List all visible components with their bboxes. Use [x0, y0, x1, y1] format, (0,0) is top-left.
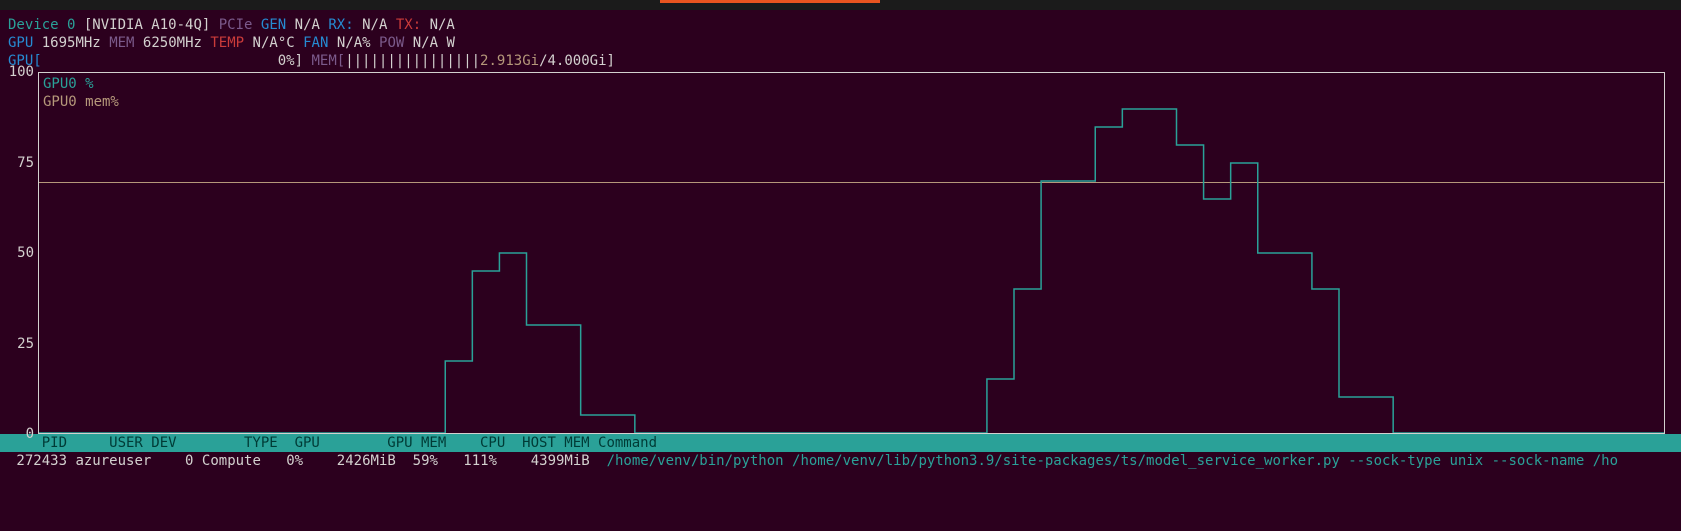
- ytick: 0: [26, 426, 34, 442]
- gpu-clk: 1695MHz: [42, 35, 101, 51]
- mem-bar-label: MEM[: [311, 53, 345, 69]
- gpu-bar-pct: 0%]: [278, 53, 303, 69]
- device-name: [NVIDIA A10-4Q]: [84, 17, 210, 33]
- mem-bar-fill: ||||||||||||||||: [345, 53, 480, 69]
- terminal-body: Device 0 [NVIDIA A10-4Q] PCIe GEN N/A RX…: [0, 10, 1681, 434]
- ytick: 25: [17, 336, 34, 352]
- hdr-line-2: GPU 1695MHz MEM 6250MHz TEMP N/A°C FAN N…: [8, 34, 1673, 52]
- device-label: Device 0: [8, 17, 75, 33]
- proc-user: azureuser: [75, 453, 151, 469]
- tx-label: TX:: [396, 17, 421, 33]
- gpu-series: [39, 73, 1664, 433]
- proc-gpumem: 2426MiB: [328, 453, 395, 469]
- pow-val: N/A W: [413, 35, 455, 51]
- proc-table-row: 272433 azureuser 0 Compute 0% 2426MiB 59…: [0, 452, 1681, 470]
- window-titlebar: [0, 0, 1681, 10]
- rx-label: RX:: [328, 17, 353, 33]
- temp-val: N/A°C: [253, 35, 295, 51]
- ytick: 100: [9, 64, 34, 80]
- tx-val: N/A: [430, 17, 455, 33]
- proc-pid: 272433: [8, 453, 67, 469]
- proc-hostmem: 4399MiB: [522, 453, 589, 469]
- pow-label: POW: [379, 35, 404, 51]
- fan-val: N/A%: [337, 35, 371, 51]
- proc-gpu: 0%: [286, 453, 303, 469]
- proc-type: Compute: [202, 453, 261, 469]
- ytick: 75: [17, 155, 34, 171]
- ytick: 50: [17, 245, 34, 261]
- rx-val: N/A: [362, 17, 387, 33]
- mem-bar-total: /4.000Gi]: [539, 53, 615, 69]
- pcie-label: PCIe: [219, 17, 253, 33]
- proc-cpu: 111%: [463, 453, 497, 469]
- hdr-line-3: GPU[ 0%] MEM[||||||||||||||||2.913Gi/4.0…: [8, 52, 1673, 70]
- mem-bar-used: 2.913Gi: [480, 53, 539, 69]
- chart-yaxis: 0255075100: [8, 72, 38, 434]
- gpu-bar-space: [42, 53, 278, 69]
- tab-accent: [660, 0, 880, 3]
- mem-clk-label: MEM: [109, 35, 134, 51]
- gpu-clk-label: GPU: [8, 35, 33, 51]
- hdr-line-1: Device 0 [NVIDIA A10-4Q] PCIe GEN N/A RX…: [8, 16, 1673, 34]
- proc-command: /home/venv/bin/python /home/venv/lib/pyt…: [607, 453, 1618, 469]
- proc-gpumem-pct: 59%: [413, 453, 438, 469]
- temp-label: TEMP: [210, 35, 244, 51]
- chart-plot: GPU0 % GPU0 mem%: [38, 72, 1665, 434]
- chart-wrap: 0255075100 GPU0 % GPU0 mem%: [8, 72, 1673, 434]
- gen-val: N/A: [295, 17, 320, 33]
- gen-label: GEN: [261, 17, 286, 33]
- proc-table-header: PID USER DEV TYPE GPU GPU MEM CPU HOST M…: [0, 434, 1681, 452]
- mem-clk: 6250MHz: [143, 35, 202, 51]
- fan-label: FAN: [303, 35, 328, 51]
